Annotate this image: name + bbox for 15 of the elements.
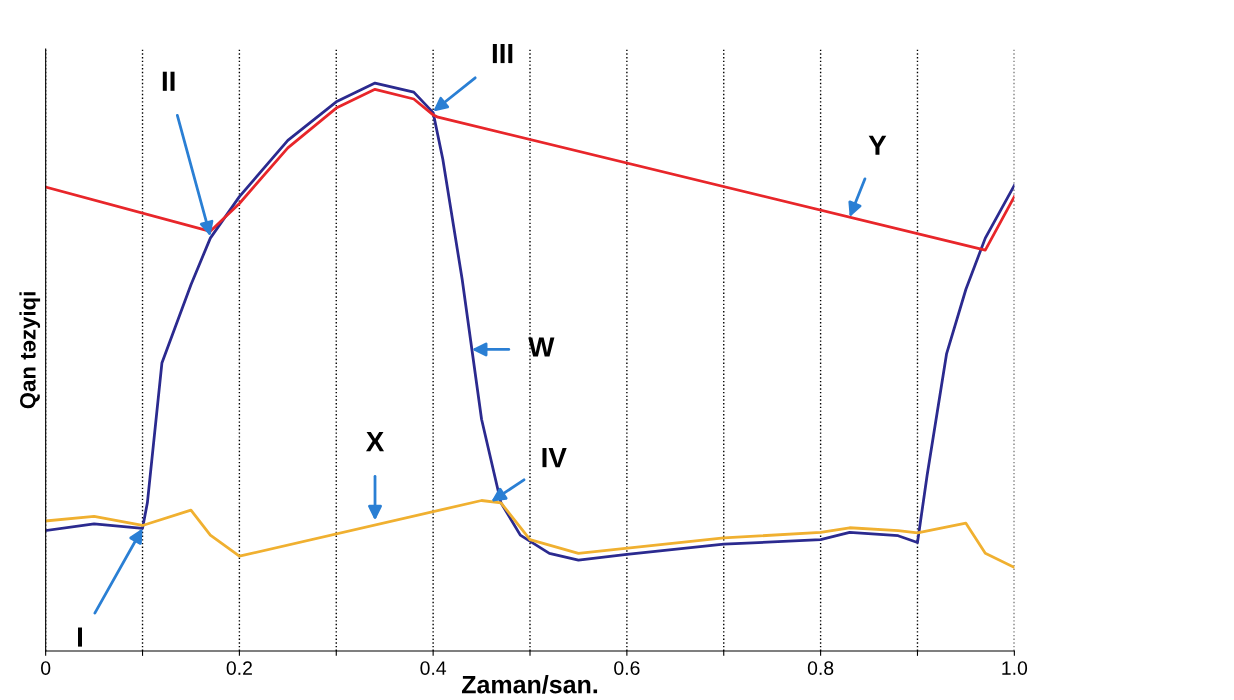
- x-axis-title: Zaman/san.: [461, 675, 598, 694]
- x-tick-label: 0.6: [614, 661, 640, 675]
- x-tick-label: 1.0: [1002, 661, 1028, 675]
- x-tick-label: 0: [41, 661, 51, 675]
- x-tick-label: 0.8: [807, 661, 834, 675]
- annotation: X: [365, 432, 385, 452]
- y-axis-title: Qan təzyiqi: [19, 292, 41, 409]
- annotation: III: [492, 43, 513, 64]
- x-tick-label: 0.2: [226, 661, 252, 675]
- annotation: II: [162, 71, 175, 91]
- annotation: IV: [542, 448, 567, 468]
- annotation: Y: [868, 135, 887, 155]
- x-tick-label: 0.4: [420, 661, 447, 675]
- annotation: I: [78, 627, 83, 647]
- annotation: W: [528, 337, 555, 357]
